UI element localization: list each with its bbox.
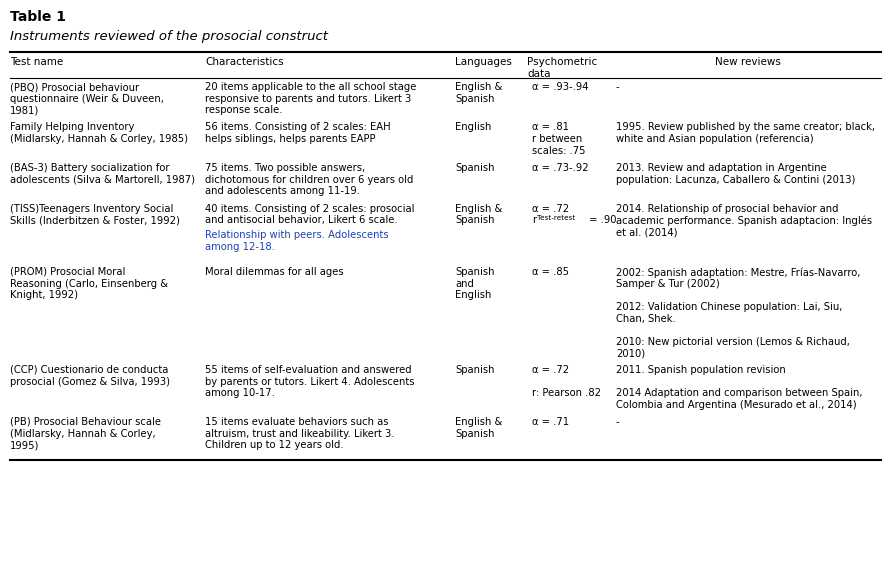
- Text: = .90: = .90: [586, 215, 617, 225]
- Text: 2013. Review and adaptation in Argentine
population: Lacunza, Caballero & Contin: 2013. Review and adaptation in Argentine…: [616, 163, 855, 184]
- Text: -: -: [616, 417, 619, 427]
- Text: (PROM) Prosocial Moral
Reasoning (Carlo, Einsenberg &
Knight, 1992): (PROM) Prosocial Moral Reasoning (Carlo,…: [10, 267, 168, 300]
- Text: α = .93-.94: α = .93-.94: [532, 82, 588, 92]
- Text: (CCP) Cuestionario de conducta
prosocial (Gomez & Silva, 1993): (CCP) Cuestionario de conducta prosocial…: [10, 365, 170, 387]
- Text: English &
Spanish: English & Spanish: [455, 417, 503, 439]
- Text: α = .72

r: Pearson .82: α = .72 r: Pearson .82: [532, 365, 601, 398]
- Text: New reviews: New reviews: [715, 57, 781, 67]
- Text: 2014. Relationship of prosocial behavior and
academic performance. Spanish adapt: 2014. Relationship of prosocial behavior…: [616, 203, 872, 238]
- Text: 2011. Spanish population revision

2014 Adaptation and comparison between Spain,: 2011. Spanish population revision 2014 A…: [616, 365, 862, 410]
- Text: α = .72: α = .72: [532, 203, 569, 213]
- Text: 40 items. Consisting of 2 scales: prosocial
and antisocial behavior, Likert 6 sc: 40 items. Consisting of 2 scales: prosoc…: [205, 203, 414, 225]
- Text: 1995. Review published by the same creator; black,
white and Asian population (r: 1995. Review published by the same creat…: [616, 123, 875, 144]
- Text: Psychometric
data: Psychometric data: [527, 57, 597, 79]
- Text: Moral dilemmas for all ages: Moral dilemmas for all ages: [205, 267, 344, 277]
- Text: (PB) Prosocial Behaviour scale
(Midlarsky, Hannah & Corley,
1995): (PB) Prosocial Behaviour scale (Midlarsk…: [10, 417, 161, 450]
- Text: -: -: [616, 82, 619, 92]
- Text: Characteristics: Characteristics: [205, 57, 283, 67]
- Text: α = .71: α = .71: [532, 417, 569, 427]
- Text: Spanish: Spanish: [455, 163, 495, 173]
- Text: α = .81
r between
scales: .75: α = .81 r between scales: .75: [532, 123, 585, 155]
- Text: Family Helping Inventory
(Midlarsky, Hannah & Corley, 1985): Family Helping Inventory (Midlarsky, Han…: [10, 123, 188, 144]
- Text: Spanish
and
English: Spanish and English: [455, 267, 495, 300]
- Text: 15 items evaluate behaviors such as
altruism, trust and likeability. Likert 3.
C: 15 items evaluate behaviors such as altr…: [205, 417, 395, 450]
- Text: α = .73-.92: α = .73-.92: [532, 163, 589, 173]
- Text: Relationship with peers. Adolescents
among 12-18.: Relationship with peers. Adolescents amo…: [205, 230, 388, 251]
- Text: (PBQ) Prosocial behaviour
questionnaire (Weir & Duveen,
1981): (PBQ) Prosocial behaviour questionnaire …: [10, 82, 164, 115]
- Text: English &
Spanish: English & Spanish: [455, 203, 503, 225]
- Text: Table 1: Table 1: [10, 10, 66, 24]
- Text: English: English: [455, 123, 491, 132]
- Text: (TISS)Teenagers Inventory Social
Skills (Inderbitzen & Foster, 1992): (TISS)Teenagers Inventory Social Skills …: [10, 203, 180, 225]
- Text: 20 items applicable to the all school stage
responsive to parents and tutors. Li: 20 items applicable to the all school st…: [205, 82, 416, 115]
- Text: α = .85: α = .85: [532, 267, 569, 277]
- Text: Spanish: Spanish: [455, 365, 495, 375]
- Text: Test name: Test name: [10, 57, 63, 67]
- Text: r: r: [532, 215, 536, 225]
- Text: Test-retest: Test-retest: [537, 215, 576, 221]
- Text: 2002: Spanish adaptation: Mestre, Frías-Navarro,
Samper & Tur (2002)

2012: Vali: 2002: Spanish adaptation: Mestre, Frías-…: [616, 267, 861, 359]
- Text: English &
Spanish: English & Spanish: [455, 82, 503, 103]
- Text: 55 items of self-evaluation and answered
by parents or tutors. Likert 4. Adolesc: 55 items of self-evaluation and answered…: [205, 365, 414, 398]
- Text: (BAS-3) Battery socialization for
adolescents (Silva & Martorell, 1987): (BAS-3) Battery socialization for adoles…: [10, 163, 195, 184]
- Text: 75 items. Two possible answers,
dichotomous for children over 6 years old
and ad: 75 items. Two possible answers, dichotom…: [205, 163, 413, 196]
- Text: 56 items. Consisting of 2 scales: EAH
helps siblings, helps parents EAPP: 56 items. Consisting of 2 scales: EAH he…: [205, 123, 390, 144]
- Text: Instruments reviewed of the prosocial construct: Instruments reviewed of the prosocial co…: [10, 30, 328, 43]
- Text: Languages: Languages: [455, 57, 511, 67]
